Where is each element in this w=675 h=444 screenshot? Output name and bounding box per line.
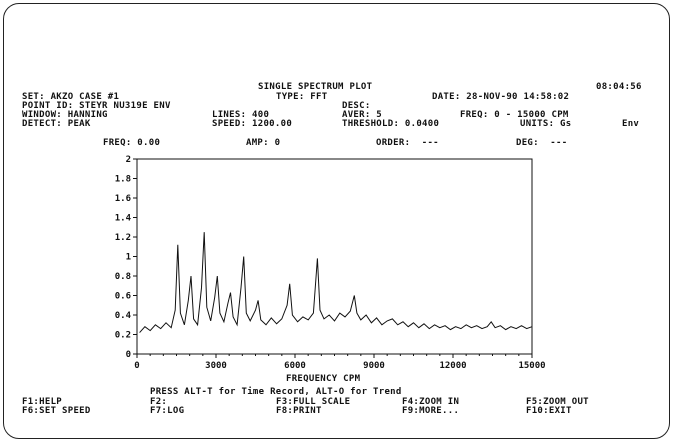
x-tick-label: 6000 — [284, 361, 306, 371]
x-tick-label: 3000 — [205, 361, 227, 371]
x-tick-label: 12000 — [439, 361, 466, 371]
f9-more[interactable]: F9:MORE... — [402, 406, 460, 416]
y-tick-label: 0 — [126, 350, 131, 360]
f5-zoom-out[interactable]: F5:ZOOM OUT — [526, 397, 589, 407]
f2-key[interactable]: F2: — [150, 397, 168, 407]
plot-area — [136, 158, 533, 355]
aver-label: AVER: 5 — [342, 110, 383, 120]
y-tick-label: 1.4 — [115, 214, 132, 224]
f7-log[interactable]: F7:LOG — [150, 406, 185, 416]
f6-set-speed[interactable]: F6:SET SPEED — [22, 406, 91, 416]
spectrum-series-line — [139, 232, 533, 333]
f4-zoom-in[interactable]: F4:ZOOM IN — [402, 397, 460, 407]
f1-help[interactable]: F1:HELP — [22, 397, 63, 407]
threshold-label: THRESHOLD: 0.0400 — [342, 119, 440, 129]
clock: 08:04:56 — [596, 82, 642, 92]
y-tick-label: 1 — [126, 253, 131, 263]
cursor-deg: DEG: --- — [516, 138, 568, 148]
speed-label: SPEED: 1200.00 — [212, 119, 293, 129]
plot-title: SINGLE SPECTRUM PLOT — [258, 82, 373, 92]
f10-exit[interactable]: F10:EXIT — [526, 406, 572, 416]
env-label: Env — [622, 119, 640, 129]
f8-print[interactable]: F8:PRINT — [276, 406, 322, 416]
y-tick-label: 1.8 — [115, 175, 131, 185]
y-tick-label: 0.4 — [115, 311, 132, 321]
type-label: TYPE: FFT — [276, 92, 328, 102]
y-tick-label: 1.6 — [115, 194, 131, 204]
cursor-order: ORDER: --- — [376, 138, 439, 148]
y-tick-label: 1.2 — [115, 233, 131, 243]
y-tick-label: 2 — [126, 155, 131, 165]
screen-frame — [3, 3, 670, 439]
f3-full-scale[interactable]: F3:FULL SCALE — [276, 397, 351, 407]
window-label: WINDOW: HANNING — [22, 110, 108, 120]
x-axis-label: FREQUENCY CPM — [286, 374, 361, 384]
x-tick-label: 15000 — [518, 361, 545, 371]
y-tick-label: 0.6 — [115, 292, 131, 302]
y-tick-label: 0.8 — [115, 272, 131, 282]
cursor-freq: FREQ: 0.00 — [103, 138, 161, 148]
detect-label: DETECT: PEAK — [22, 119, 91, 129]
freq-range-label: FREQ: 0 - 15000 CPM — [460, 110, 569, 120]
x-tick-label: 0 — [134, 361, 139, 371]
point-id-label: POINT ID: STEYR NU319E ENV — [22, 101, 171, 111]
lines-label: LINES: 400 — [212, 110, 270, 120]
x-tick-label: 9000 — [363, 361, 385, 371]
y-tick-label: 0.2 — [115, 331, 131, 341]
units-label: UNITS: Gs — [520, 119, 572, 129]
set-label: SET: AKZO CASE #1 — [22, 92, 120, 102]
alt-hint: PRESS ALT-T for Time Record, ALT-O for T… — [150, 387, 402, 397]
cursor-amp: AMP: 0 — [246, 138, 281, 148]
date-label: DATE: 28-NOV-90 14:58:02 — [432, 92, 570, 102]
desc-label: DESC: — [342, 101, 371, 111]
